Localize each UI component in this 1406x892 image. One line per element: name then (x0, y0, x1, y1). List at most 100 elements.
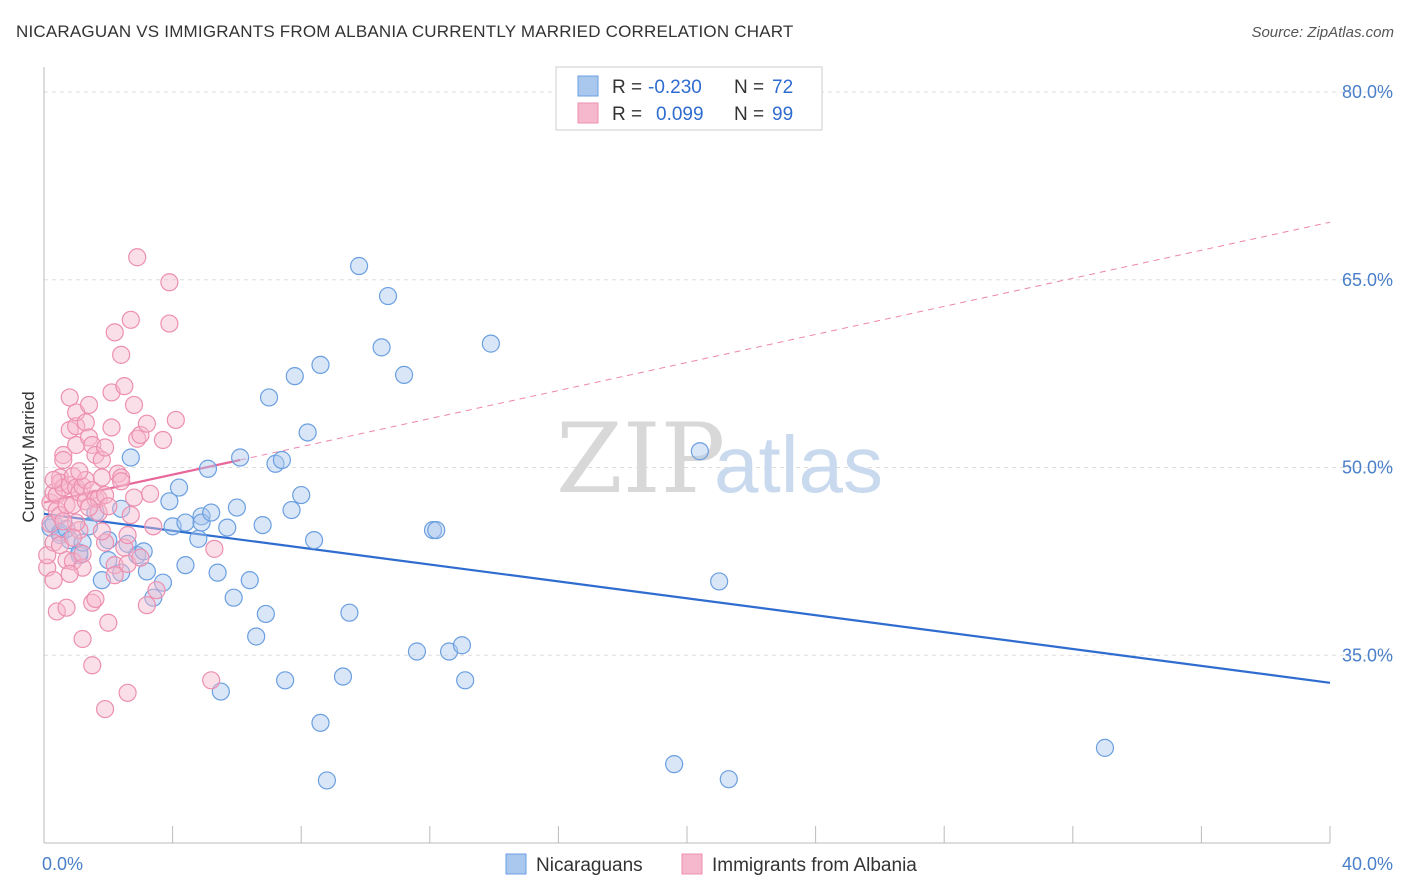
albania-point (115, 377, 134, 396)
nicaraguan-point (276, 671, 295, 690)
albania-point (131, 548, 150, 567)
albania-point (160, 273, 179, 292)
albania-point (166, 410, 185, 430)
legend-n-label-1: N = (734, 77, 764, 98)
nicaraguan-point (259, 388, 279, 407)
albania-point (112, 345, 131, 364)
nicaraguan-point (333, 667, 353, 686)
nicaraguan-point (202, 503, 221, 522)
bottom-legend: Nicaraguans Immigrants from Albania (505, 853, 917, 876)
bottom-legend-nicaraguans: Nicaraguans (536, 855, 643, 876)
albania-point (118, 526, 137, 545)
albania-point (105, 566, 124, 585)
series-albania (38, 248, 224, 719)
legend-n-value-1: 72 (772, 77, 793, 98)
nicaraguan-point (311, 355, 330, 374)
watermark-atlas: atlas (714, 420, 883, 509)
nicaraguan-point (372, 338, 391, 357)
albania-point (44, 483, 63, 502)
albania-point (54, 445, 73, 465)
legend-swatch-blue (577, 75, 599, 97)
nicaraguan-point (208, 563, 227, 582)
bottom-legend-swatch-pink (681, 853, 703, 875)
albania-point (63, 528, 83, 547)
albania-point (147, 581, 166, 600)
albania-point (86, 589, 105, 609)
nicaraguan-point (231, 448, 250, 467)
albania-point (124, 488, 144, 507)
legend-n-value-2: 99 (772, 104, 793, 125)
albania-point (102, 418, 121, 437)
nicaraguan-point (378, 286, 398, 306)
nicaraguan-point (349, 256, 369, 276)
legend-r-value-2: 0.099 (656, 104, 704, 125)
albania-point (89, 503, 108, 522)
albania-point (73, 544, 92, 563)
nicaraguan-point (189, 529, 208, 548)
albania-point (95, 699, 115, 719)
legend-r-label-2: R = (612, 104, 642, 125)
albania-point (112, 472, 131, 491)
x-tick-label-min: 0.0% (42, 854, 83, 874)
correlation-legend: R = -0.230 N = 72 R = 0.099 N = 99 (555, 66, 823, 131)
nicaraguan-point (192, 513, 211, 532)
chart-title: NICARAGUAN VS IMMIGRANTS FROM ALBANIA CU… (16, 22, 794, 41)
nicaraguan-point (292, 485, 311, 505)
albania-point (95, 485, 115, 505)
albania-point (153, 430, 173, 450)
nicaraguan-point (340, 603, 359, 622)
nicaraguan-point (253, 515, 272, 535)
albania-point (105, 556, 124, 575)
nicaraguan-point (690, 442, 709, 461)
source-credit: Source: ZipAtlas.com (1251, 24, 1394, 41)
y-tick-label: 35.0% (1342, 645, 1393, 665)
albania-point (202, 671, 221, 690)
albania-point (124, 395, 144, 415)
nicaraguan-point (272, 450, 292, 470)
nicaraguan-point (407, 642, 427, 661)
series-nicaraguans (41, 256, 1115, 790)
x-ticks (172, 826, 1331, 843)
albania-point (140, 484, 160, 503)
nicaraguan-point (160, 492, 179, 511)
albania-point (92, 468, 111, 487)
albania-point (160, 314, 179, 333)
nicaraguan-point (247, 627, 266, 646)
albania-point (99, 613, 118, 632)
albania-point (83, 656, 102, 675)
x-tick-label-max: 40.0% (1342, 854, 1393, 874)
albania-point (76, 413, 95, 432)
albania-point (73, 629, 92, 649)
albania-point (137, 414, 156, 433)
y-axis-label: Currently Married (19, 391, 38, 522)
albania-point (137, 596, 156, 615)
albania-point (131, 425, 150, 445)
albania-point (54, 450, 73, 470)
nicaraguan-point (176, 513, 195, 532)
y-tick-labels: 35.0% 50.0% 65.0% 80.0% (1342, 82, 1393, 665)
y-tick-label: 50.0% (1342, 458, 1393, 478)
nicaraguan-point (169, 478, 189, 497)
nicaraguan-point (427, 520, 446, 540)
nicaraguan-point (224, 588, 243, 607)
legend-r-label-1: R = (612, 77, 642, 98)
nicaraguan-point (285, 367, 304, 386)
nicaraguan-point (282, 500, 301, 520)
albania-point (54, 512, 73, 531)
albania-point (60, 388, 79, 407)
nicaraguan-point (176, 556, 195, 575)
nicaraguan-point (317, 771, 337, 790)
albania-point (47, 602, 66, 621)
nicaraguan-point (452, 636, 472, 655)
y-tick-label: 65.0% (1342, 270, 1393, 290)
albania-point (92, 522, 111, 541)
albania-point (60, 564, 79, 584)
bottom-legend-swatch-blue (505, 853, 527, 875)
nicaraguan-point (394, 365, 414, 384)
nicaraguan-point (218, 518, 237, 537)
nicaraguan-point (710, 572, 729, 591)
albania-point (70, 462, 89, 481)
albania-point (205, 539, 224, 558)
albania-point (105, 323, 124, 342)
nicaraguan-point (481, 334, 500, 353)
